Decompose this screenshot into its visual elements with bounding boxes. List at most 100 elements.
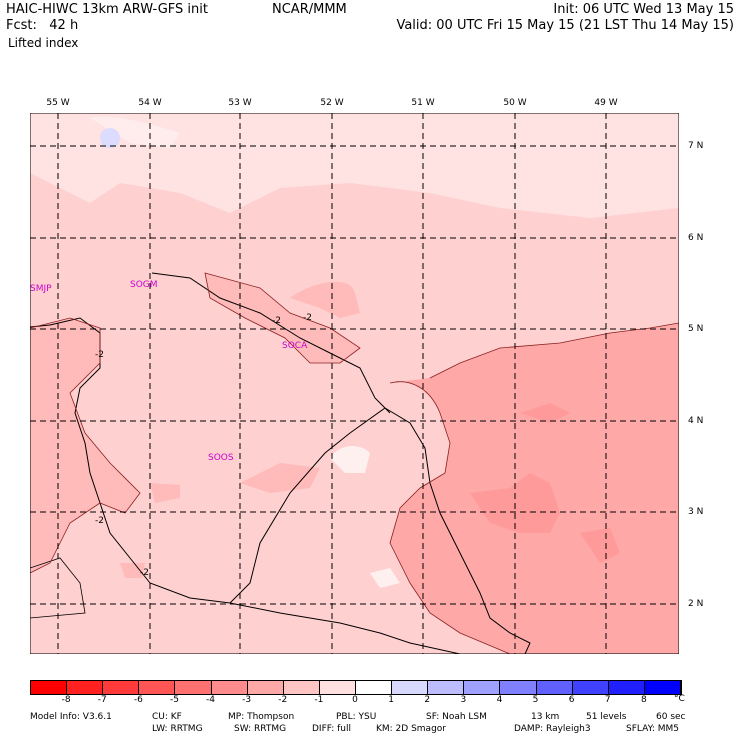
colorbar-swatch xyxy=(319,681,356,694)
colorbar-swatch xyxy=(31,681,68,694)
contour-value-label: -2 xyxy=(95,350,104,360)
colorbar-swatch xyxy=(464,681,501,694)
colorbar-swatch xyxy=(175,681,212,694)
border-line xyxy=(151,272,391,414)
positive-li-patch xyxy=(100,128,120,148)
footer-sw: SW: RRTMG xyxy=(234,724,287,734)
colorbar-swatch xyxy=(211,681,248,694)
footer-mp: MP: Thompson xyxy=(228,712,295,722)
colorbar-swatch xyxy=(139,681,176,694)
border-line xyxy=(229,407,386,604)
contour-line xyxy=(204,272,361,364)
colorbar-swatch xyxy=(644,681,681,694)
organization-label: NCAR/MMM xyxy=(272,2,347,17)
init-time: Init: 06 UTC Wed 13 May 15 xyxy=(553,2,734,17)
medium-region-coast xyxy=(205,273,360,363)
lifted-index-map xyxy=(30,113,679,654)
lat-label: 5 N xyxy=(688,324,704,334)
light-region xyxy=(90,116,180,148)
colorbar-tick-label: -4 xyxy=(206,695,216,705)
colorbar-tick-label: -1 xyxy=(314,695,324,705)
footer-dt: 60 sec xyxy=(656,712,686,722)
forecast-hour: Fcst: 42 h xyxy=(6,18,79,33)
contour-value-label: -2 xyxy=(140,568,149,578)
light-patch xyxy=(370,568,400,588)
lat-label: 3 N xyxy=(688,507,704,517)
field-name: Lifted index xyxy=(8,36,79,50)
colorbar-tick-label: 6 xyxy=(568,695,575,705)
colorbar-tick-label: 5 xyxy=(532,695,539,705)
colorbar-swatch xyxy=(283,681,320,694)
colorbar-tick-label: -6 xyxy=(133,695,143,705)
lon-label: 55 W xyxy=(46,98,70,108)
footer-damp: DAMP: Rayleigh3 xyxy=(514,724,591,734)
colorbar-tick-label: 0 xyxy=(352,695,358,705)
colorbar-tick-label: -3 xyxy=(242,695,252,705)
valid-time: Valid: 00 UTC Fri 15 May 15 (21 LST Thu … xyxy=(396,18,734,33)
station-label: SMJP xyxy=(30,284,52,294)
colorbar-swatch xyxy=(572,681,609,694)
medium-cell xyxy=(150,483,180,503)
light-patch xyxy=(330,446,370,473)
station-label: SOGM xyxy=(130,280,158,290)
station-label: SOOS xyxy=(208,453,234,463)
strong-cell xyxy=(520,403,570,423)
model-title: HAIC-HIWC 13km ARW-GFS init xyxy=(6,2,208,17)
lon-label: 52 W xyxy=(320,98,344,108)
light-region-north xyxy=(30,113,679,218)
footer-model: Model Info: V3.6.1 xyxy=(30,712,112,722)
footer-sf: SF: Noah LSM xyxy=(426,712,487,722)
colorbar-swatch xyxy=(103,681,140,694)
contour-line xyxy=(389,381,511,654)
lat-label: 2 N xyxy=(688,599,704,609)
colorbar-swatch xyxy=(536,681,573,694)
border-line xyxy=(30,557,86,619)
footer-lw: LW: RRTMG xyxy=(152,724,203,734)
colorbar-tick-label: 7 xyxy=(604,695,611,705)
colorbar-swatch xyxy=(67,681,104,694)
footer-cu: CU: KF xyxy=(152,712,182,722)
lon-label: 54 W xyxy=(138,98,162,108)
colorbar-swatch xyxy=(428,681,465,694)
lon-label: 49 W xyxy=(594,98,618,108)
graticule xyxy=(30,113,679,654)
contour-line xyxy=(429,322,679,379)
contour-value-label: -2 xyxy=(303,313,312,323)
strong-cell xyxy=(580,528,620,563)
footer-km: KM: 2D Smagor xyxy=(376,724,446,734)
footer-diff: DIFF: full xyxy=(312,724,352,734)
medium-cell xyxy=(120,563,145,578)
colorbar-tick-label: -7 xyxy=(97,695,107,705)
medium-region-coast-2 xyxy=(290,281,360,318)
lat-label: 7 N xyxy=(688,141,704,151)
medium-cell xyxy=(240,463,320,493)
contour-value-label: -2 xyxy=(272,316,281,326)
colorbar-unit: °C xyxy=(674,694,685,704)
lat-label: 4 N xyxy=(688,416,704,426)
colorbar-swatch xyxy=(392,681,429,694)
colorbar-swatch xyxy=(608,681,645,694)
station-label: SOCA xyxy=(282,341,308,351)
footer-pbl: PBL: YSU xyxy=(336,712,377,722)
lat-label: 6 N xyxy=(688,233,704,243)
border-line xyxy=(384,407,531,654)
colorbar-swatch xyxy=(355,681,393,694)
colorbar-swatch xyxy=(500,681,537,694)
colorbar-tick-label: 2 xyxy=(424,695,431,705)
colorbar-tick-label: 3 xyxy=(460,695,467,705)
colorbar-tick-label: 8 xyxy=(641,695,647,705)
contour-line xyxy=(30,317,141,574)
lon-label: 50 W xyxy=(503,98,527,108)
footer-levels: 51 levels xyxy=(586,712,627,722)
contour-value-label: -2 xyxy=(95,516,104,526)
lon-label: 51 W xyxy=(411,98,435,108)
lon-label: 53 W xyxy=(228,98,252,108)
colorbar-tick-label: 4 xyxy=(496,695,503,705)
colorbar-tick-label: -5 xyxy=(169,695,179,705)
footer-res: 13 km xyxy=(531,712,560,722)
colorbar-tick-label: -8 xyxy=(61,695,71,705)
footer-sflay: SFLAY: MM5 xyxy=(626,724,680,734)
colorbar xyxy=(30,680,682,695)
colorbar-tick-label: 1 xyxy=(388,695,394,705)
colorbar-tick-label: -2 xyxy=(278,695,288,705)
